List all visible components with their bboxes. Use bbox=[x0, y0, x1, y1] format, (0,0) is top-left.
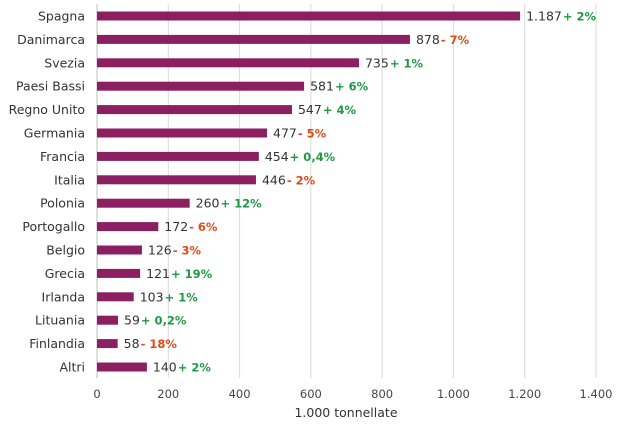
value-label: 103 bbox=[140, 289, 164, 304]
x-axis-label: 1.000 tonnellate bbox=[294, 405, 397, 420]
change-label: + 12% bbox=[221, 197, 263, 211]
bar-polonia bbox=[97, 198, 190, 208]
bar-svezia bbox=[97, 58, 359, 68]
bar-finlandia bbox=[97, 339, 118, 349]
bar-grecia bbox=[97, 268, 141, 278]
value-label: 454 bbox=[265, 149, 289, 164]
change-label: + 1% bbox=[165, 290, 199, 304]
x-axis-ticks: 0 200 400 600 800 1.000 1.200 1.400 bbox=[93, 387, 612, 401]
bar-portogallo bbox=[97, 222, 159, 232]
change-label: - 7% bbox=[441, 33, 470, 47]
value-label: 140 bbox=[153, 360, 177, 375]
category-label: Paesi Bassi bbox=[16, 79, 85, 94]
value-label: 878 bbox=[416, 32, 440, 47]
category-label: Italia bbox=[54, 172, 85, 187]
value-label: 477 bbox=[273, 126, 297, 141]
bars bbox=[97, 11, 521, 372]
change-label: + 6% bbox=[335, 80, 369, 94]
category-label: Portogallo bbox=[22, 219, 85, 234]
value-label: 126 bbox=[148, 243, 172, 258]
category-label: Irlanda bbox=[42, 289, 85, 304]
category-label: Finlandia bbox=[29, 336, 85, 351]
value-label: 58 bbox=[124, 336, 140, 351]
change-label: + 0,2% bbox=[141, 314, 187, 328]
value-label: 547 bbox=[298, 102, 322, 117]
change-label: + 19% bbox=[171, 267, 213, 281]
category-labels: Spagna Danimarca Svezia Paesi Bassi Regno Un… bbox=[9, 9, 85, 375]
category-label: Altri bbox=[59, 360, 85, 375]
category-label: Grecia bbox=[45, 266, 85, 281]
value-label: 260 bbox=[196, 196, 220, 211]
bar-regno-unito bbox=[97, 105, 292, 115]
change-label: + 2% bbox=[178, 361, 212, 375]
value-label: 59 bbox=[124, 313, 140, 328]
category-label: Francia bbox=[40, 149, 85, 164]
category-label: Polonia bbox=[40, 196, 85, 211]
category-label: Svezia bbox=[44, 55, 85, 70]
x-tick-label: 1.000 bbox=[437, 387, 470, 401]
x-tick-label: 1.400 bbox=[580, 387, 613, 401]
change-label: - 3% bbox=[173, 244, 202, 258]
change-label: - 18% bbox=[141, 337, 178, 351]
change-label: + 2% bbox=[563, 10, 597, 24]
value-label: 172 bbox=[164, 219, 188, 234]
bar-belgio bbox=[97, 245, 142, 255]
category-label: Belgio bbox=[46, 243, 85, 258]
bar-danimarca bbox=[97, 34, 410, 44]
change-label: + 4% bbox=[323, 103, 357, 117]
category-label: Lituania bbox=[35, 313, 85, 328]
category-label: Danimarca bbox=[17, 32, 85, 47]
change-label: + 0,4% bbox=[290, 150, 336, 164]
bar-germania bbox=[97, 128, 268, 138]
value-labels: 1.187 + 2%878- 7%735 + 1%581 + 6%547 + 4%477… bbox=[124, 9, 597, 375]
bar-paesi-bassi bbox=[97, 81, 305, 91]
bar-spagna bbox=[97, 11, 521, 21]
x-tick-label: 600 bbox=[300, 387, 322, 401]
x-tick-label: 400 bbox=[229, 387, 251, 401]
value-label: 446 bbox=[262, 172, 286, 187]
value-label: 1.187 bbox=[526, 9, 562, 24]
category-label: Germania bbox=[24, 126, 85, 141]
bar-italia bbox=[97, 175, 256, 185]
change-label: - 5% bbox=[298, 127, 327, 141]
x-tick-label: 0 bbox=[93, 387, 100, 401]
bar-irlanda bbox=[97, 292, 134, 302]
x-tick-label: 1.200 bbox=[508, 387, 541, 401]
change-label: - 6% bbox=[189, 220, 218, 234]
x-tick-label: 800 bbox=[371, 387, 393, 401]
category-label: Regno Unito bbox=[9, 102, 85, 117]
category-label: Spagna bbox=[38, 9, 85, 24]
change-label: - 2% bbox=[287, 173, 316, 187]
value-label: 121 bbox=[146, 266, 170, 281]
value-label: 581 bbox=[310, 79, 334, 94]
x-tick-label: 200 bbox=[157, 387, 179, 401]
change-label: + 1% bbox=[390, 56, 424, 70]
value-label: 735 bbox=[365, 55, 389, 70]
bar-lituania bbox=[97, 315, 119, 325]
bar-altri bbox=[97, 362, 147, 372]
bar-francia bbox=[97, 151, 259, 161]
